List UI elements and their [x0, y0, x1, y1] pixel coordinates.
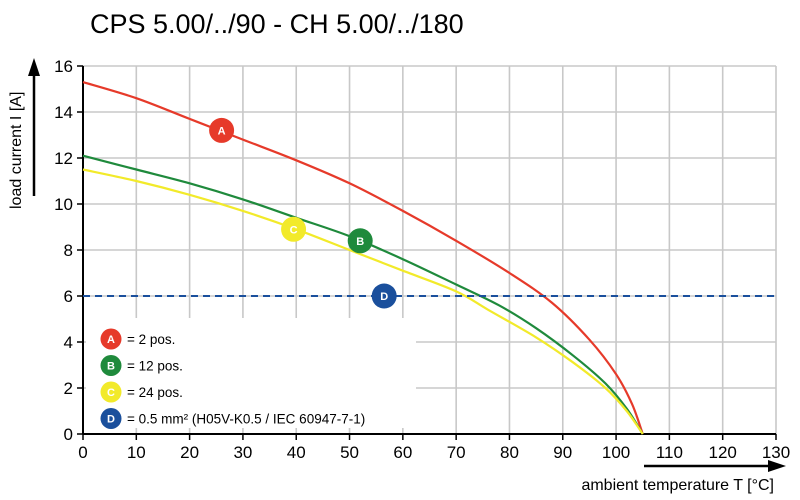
x-tick-label: 80: [500, 443, 519, 462]
legend-label: = 24 pos.: [127, 385, 183, 400]
legend-label: = 12 pos.: [127, 359, 183, 374]
legend-badge: [100, 355, 122, 376]
legend-entry-c: C = 24 pos.: [100, 381, 183, 403]
legend-badge: [100, 328, 122, 350]
y-tick-label: 14: [54, 103, 73, 122]
marker-label: C: [290, 224, 298, 236]
marker-b: B: [347, 228, 373, 254]
grid: [83, 65, 777, 434]
y-axis-arrow-head: [28, 58, 40, 76]
series-line-a: [82, 81, 644, 435]
x-tick-label: 60: [393, 443, 412, 462]
x-tick-label: 120: [709, 443, 737, 462]
x-tick-label: 100: [602, 443, 630, 462]
x-tick-label: 40: [287, 443, 306, 462]
legend-background: [86, 318, 416, 428]
x-tick-label: 110: [656, 443, 683, 462]
legend-badge: [100, 381, 122, 403]
y-axis-label-group: load current I [A]: [8, 58, 40, 209]
axes: [77, 65, 777, 440]
legend: A = 2 pos. B = 12 pos. C = 24 pos. D = 0.5 mm² …: [100, 328, 365, 429]
x-axis-arrow-head: [768, 460, 786, 472]
marker-c: C: [281, 216, 307, 242]
x-tick-label: 90: [553, 443, 572, 462]
marker-circle: [371, 283, 397, 309]
series-line-b: [82, 154, 644, 435]
legend-badge-label: D: [107, 414, 115, 426]
series-line-c: [82, 168, 644, 435]
marker-label: B: [356, 236, 364, 248]
legend-entry-b: B = 12 pos.: [100, 355, 183, 376]
x-tick-label: 10: [127, 443, 146, 462]
legend-entry-d: D = 0.5 mm² (H05V-K0.5 / IEC 60947-7-1): [100, 408, 365, 429]
marker-circle: [347, 228, 373, 254]
chart-title: CPS 5.00/../90 - CH 5.00/../180: [90, 9, 464, 39]
y-tick-label: 12: [54, 149, 73, 168]
marker-circle: [209, 117, 235, 143]
legend-badge-label: B: [107, 361, 115, 373]
y-tick-label: 8: [64, 241, 73, 260]
x-tick-label: 70: [447, 443, 466, 462]
y-tick-label: 16: [54, 57, 73, 76]
legend-box: [86, 318, 416, 428]
x-tick-label: 30: [233, 443, 252, 462]
series-lines: [82, 81, 776, 435]
y-tick-label: 6: [64, 287, 73, 306]
legend-label: = 0.5 mm² (H05V-K0.5 / IEC 60947-7-1): [127, 412, 365, 427]
legend-badge: [100, 408, 122, 429]
x-tick-labels: 0 10 20 30 40 50 60 70 80 90 100 110 120 130: [78, 443, 790, 462]
x-tick-label: 0: [78, 443, 87, 462]
marker-a: A: [209, 117, 235, 143]
y-tick-label: 0: [64, 425, 73, 444]
marker-d: D: [371, 283, 397, 309]
legend-badge-label: C: [107, 387, 115, 399]
marker-label: A: [218, 125, 226, 137]
marker-label: D: [380, 291, 388, 303]
y-tick-label: 2: [64, 379, 73, 398]
x-tick-label: 130: [762, 443, 790, 462]
x-tick-label: 50: [340, 443, 359, 462]
x-axis-label: ambient temperature T [°C]: [581, 477, 774, 494]
legend-entry-a: A = 2 pos.: [100, 328, 175, 350]
x-axis-label-group: ambient temperature T [°C]: [581, 460, 786, 494]
legend-label: = 2 pos.: [127, 332, 175, 347]
y-tick-labels: 0 2 4 6 8 10 12 14 16: [54, 57, 73, 444]
legend-badge-label: A: [107, 334, 115, 346]
y-tick-label: 10: [54, 195, 73, 214]
y-axis-label: load current I [A]: [8, 92, 25, 209]
series-markers: A B C D: [209, 117, 397, 309]
x-tick-label: 20: [180, 443, 199, 462]
y-tick-label: 4: [64, 333, 73, 352]
marker-circle: [281, 216, 307, 242]
